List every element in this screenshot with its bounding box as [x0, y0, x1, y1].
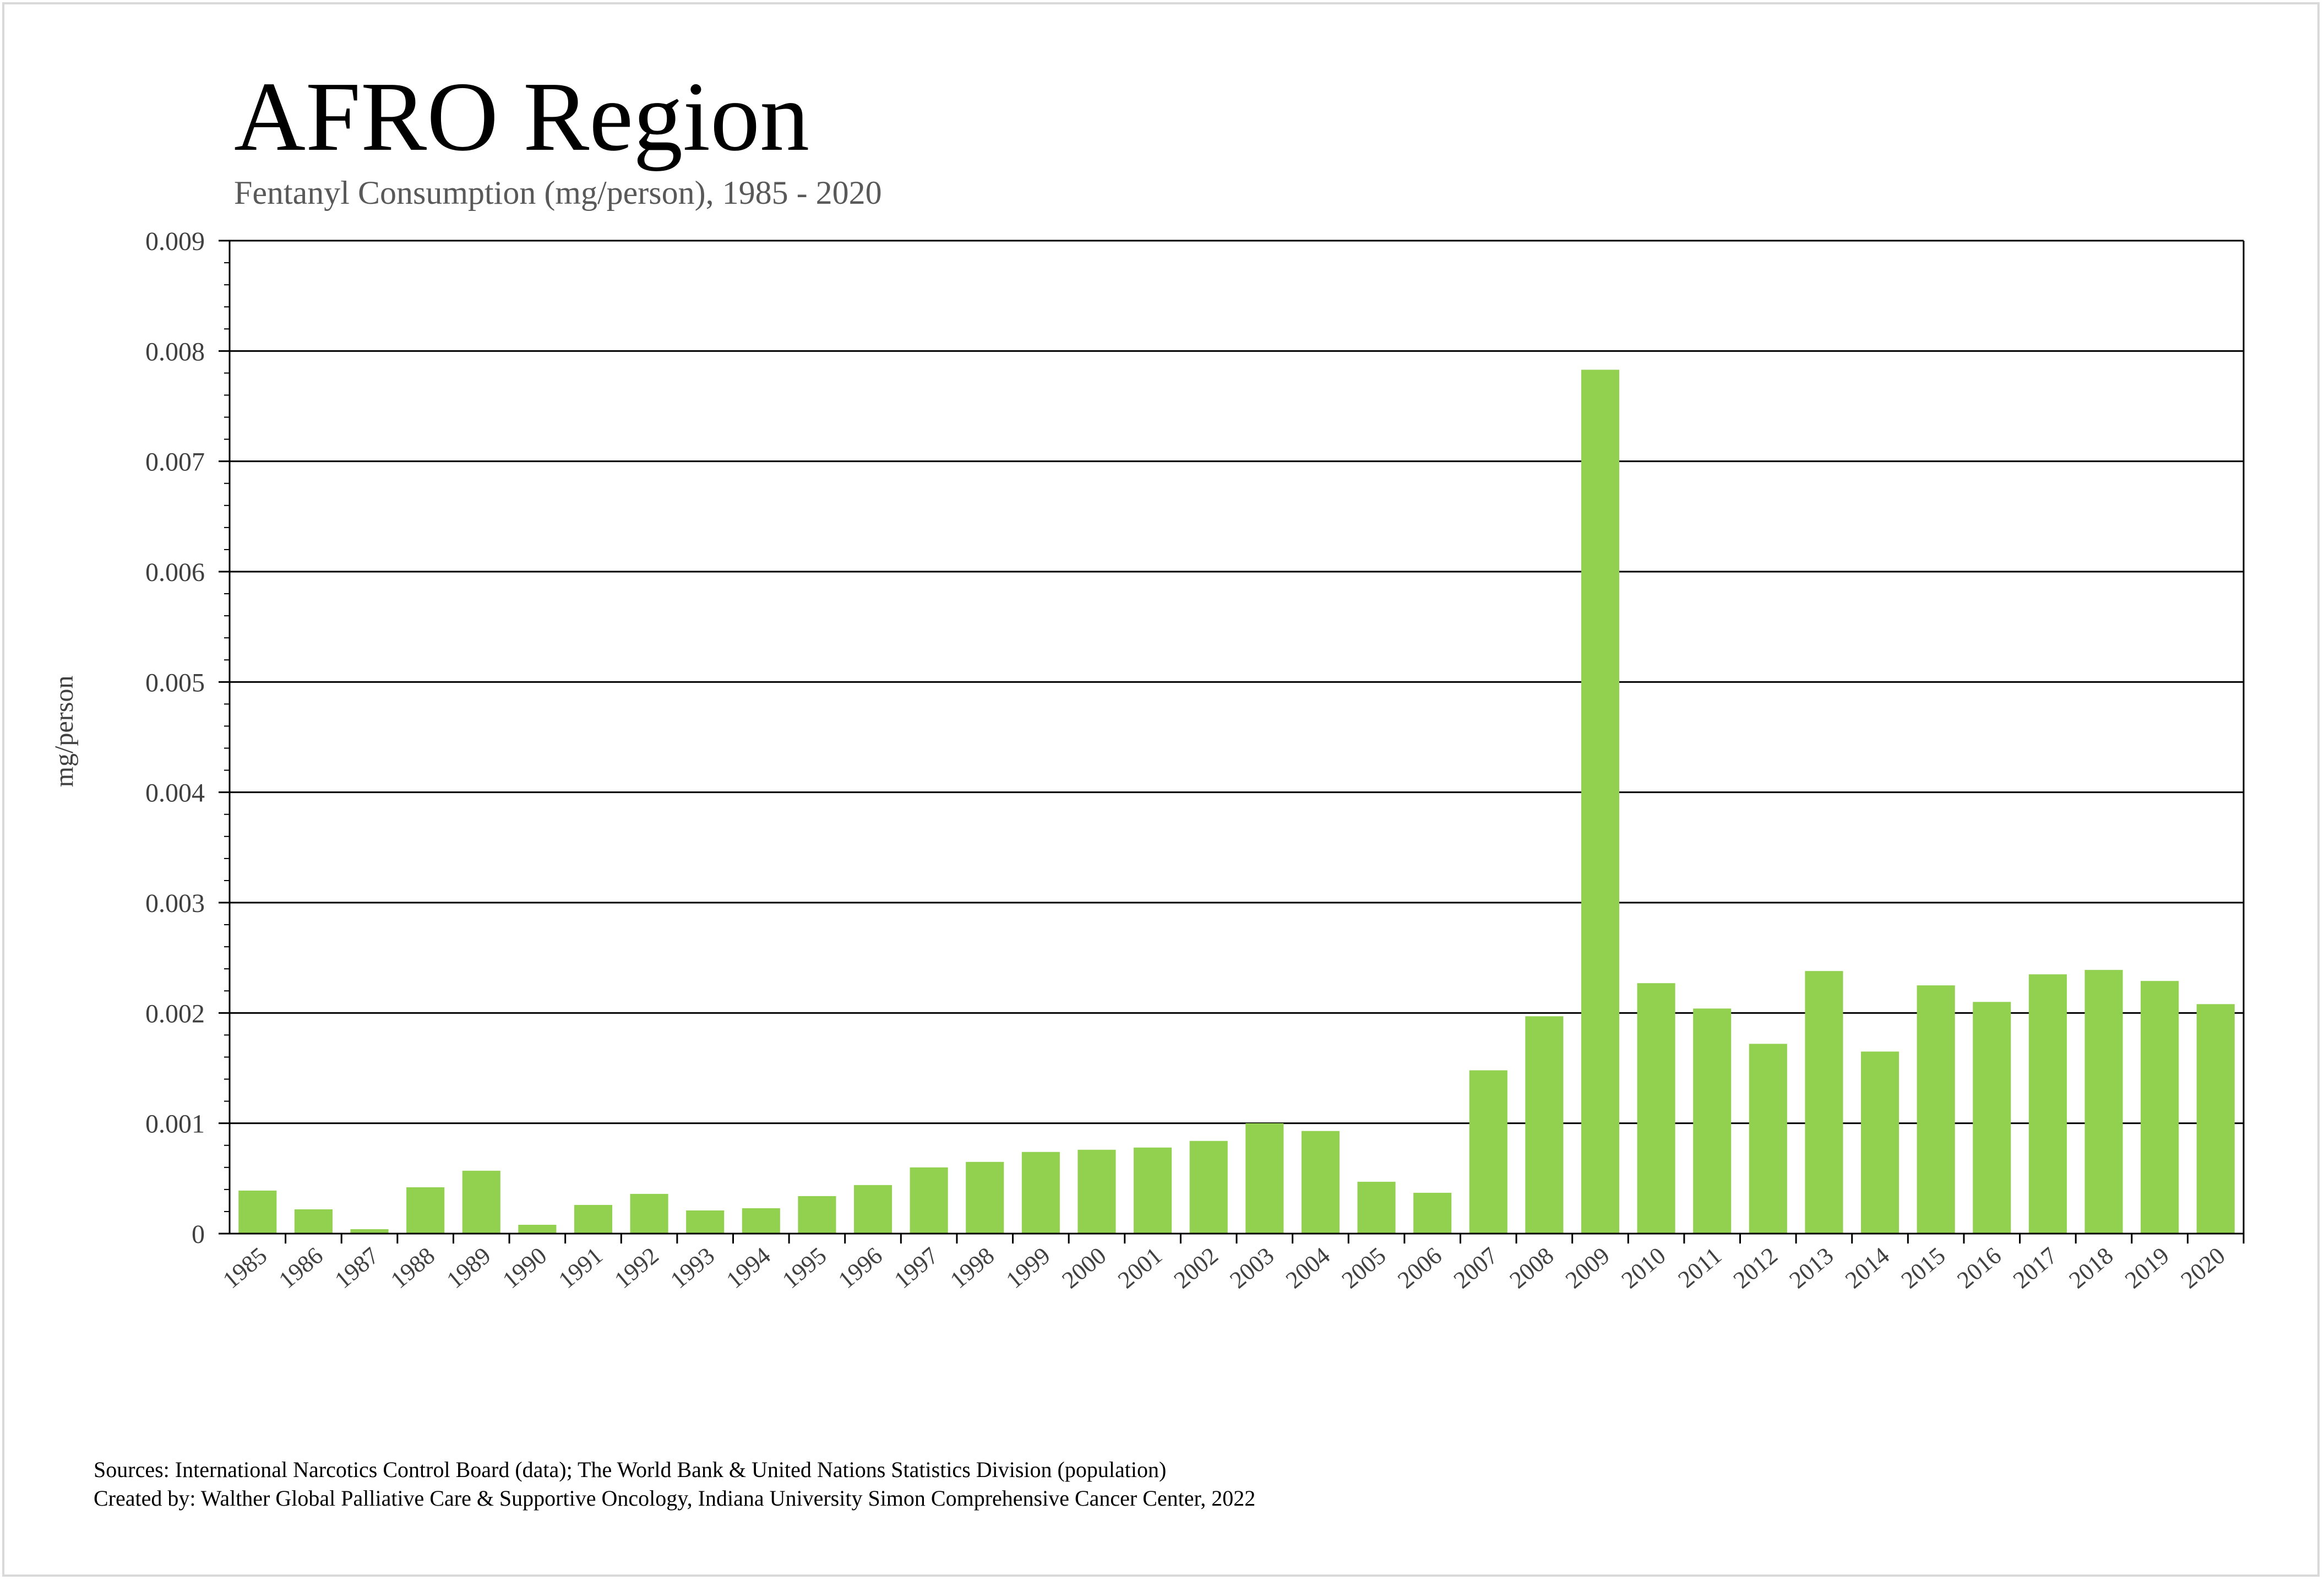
x-tick-label: 1996: [833, 1242, 888, 1294]
bar-1988: [406, 1187, 445, 1234]
x-tick-label: 2002: [1169, 1242, 1223, 1294]
bar-2007: [1469, 1070, 1507, 1234]
x-tick-label: 1994: [721, 1242, 776, 1294]
bar-1986: [294, 1209, 333, 1234]
y-tick-label: 0.001: [145, 1110, 205, 1139]
y-tick-label: 0.004: [145, 779, 205, 808]
gridlines: [230, 240, 2244, 1125]
chart-title: AFRO Region: [234, 62, 809, 171]
bar-2008: [1525, 1016, 1564, 1234]
x-tick-label: 1992: [609, 1242, 664, 1294]
bar-2013: [1805, 971, 1843, 1234]
bar-2015: [1917, 985, 1955, 1234]
y-tick-label: 0.003: [145, 889, 205, 918]
y-tick-label: 0.007: [145, 448, 205, 477]
x-tick-label: 2011: [1673, 1242, 1727, 1293]
y-tick-label: 0.008: [145, 337, 205, 366]
x-tick-label: 1999: [1001, 1242, 1055, 1294]
x-tick-label: 2010: [1617, 1242, 1671, 1294]
x-tick-label: 1987: [330, 1242, 384, 1294]
x-tick-label: 2004: [1281, 1242, 1335, 1294]
bar-2016: [1973, 1002, 2011, 1234]
x-tick-label: 2020: [2176, 1242, 2230, 1294]
chart-subtitle: Fentanyl Consumption (mg/person), 1985 -…: [234, 175, 882, 211]
bars: [238, 370, 2235, 1234]
bar-1989: [462, 1170, 500, 1234]
y-tick-label: 0.005: [145, 668, 205, 697]
bar-1997: [910, 1167, 948, 1234]
y-tick-label: 0.002: [145, 999, 205, 1028]
x-tick-label: 1995: [777, 1242, 831, 1294]
x-tick-label: 2016: [1952, 1242, 2006, 1294]
bar-2009: [1581, 370, 1620, 1234]
y-tick-label: 0: [192, 1220, 205, 1249]
x-tick-label: 2019: [2120, 1242, 2174, 1294]
x-tick-label: 1990: [497, 1242, 552, 1294]
x-tick-label: 2012: [1728, 1242, 1783, 1294]
x-tick-label: 2005: [1337, 1242, 1391, 1294]
x-tick-label: 1988: [385, 1242, 440, 1294]
bar-2017: [2028, 974, 2067, 1234]
bar-1998: [966, 1161, 1004, 1234]
bar-2014: [1860, 1051, 1900, 1234]
bar-2010: [1637, 983, 1675, 1234]
bar-2018: [2084, 970, 2123, 1234]
bar-2001: [1134, 1147, 1172, 1234]
x-tick-label: 2017: [2008, 1242, 2062, 1294]
created-by-note: Created by: Walther Global Palliative Ca…: [94, 1486, 1255, 1511]
x-tick-label: 1989: [442, 1242, 496, 1294]
x-tick-label: 2003: [1224, 1242, 1279, 1294]
bar-2002: [1189, 1141, 1228, 1234]
x-tick-label: 1993: [665, 1242, 720, 1294]
y-axis-label: mg/person: [50, 676, 79, 788]
x-tick-labels: 1985 1986 1987 1988 1989 1990 1991 1992 1993 1994…: [217, 1242, 2230, 1294]
x-tick-label: 2009: [1560, 1242, 1615, 1294]
x-tick-label: 2015: [1896, 1242, 1951, 1294]
x-tick-label: 2007: [1449, 1242, 1503, 1294]
bar-1994: [742, 1208, 780, 1234]
x-tick-label: 2006: [1392, 1242, 1447, 1294]
bar-1996: [853, 1185, 892, 1234]
x-tick-label: 1986: [274, 1242, 328, 1294]
bar-1993: [686, 1210, 725, 1234]
bar-2003: [1245, 1123, 1284, 1234]
bar-2012: [1749, 1044, 1787, 1234]
x-tick-label: 2001: [1113, 1242, 1167, 1294]
x-tick-label: 2008: [1504, 1242, 1559, 1294]
bar-1990: [518, 1224, 557, 1234]
x-tick-label: 1998: [945, 1242, 999, 1294]
bar-1985: [238, 1190, 277, 1234]
x-tick-label: 1985: [217, 1242, 272, 1294]
bar-2019: [2141, 981, 2179, 1234]
bar-2004: [1301, 1131, 1340, 1234]
y-tick-label: 0.006: [145, 558, 205, 587]
bar-1999: [1021, 1152, 1060, 1234]
bar-1991: [574, 1204, 613, 1234]
x-tick-label: 1991: [553, 1242, 608, 1294]
axes: [219, 240, 2245, 1244]
bar-2020: [2196, 1004, 2235, 1234]
bar-2000: [1077, 1149, 1116, 1234]
y-tick-label: 0.009: [145, 227, 205, 256]
x-tick-label: 2013: [1784, 1242, 1838, 1294]
x-tick-label: 2000: [1057, 1242, 1111, 1294]
x-tick-label: 1997: [889, 1242, 944, 1294]
x-tick-label: 2018: [2064, 1242, 2118, 1294]
bar-1995: [798, 1196, 836, 1234]
sources-note: Sources: International Narcotics Control…: [94, 1457, 1166, 1482]
bar-2006: [1413, 1192, 1452, 1234]
x-tick-label: 2014: [1840, 1242, 1895, 1294]
bar-1987: [350, 1229, 389, 1234]
y-tick-labels: 0 0.001 0.002 0.003 0.004 0.005 0.006 0.007 0.00…: [145, 227, 205, 1249]
bar-2011: [1693, 1008, 1732, 1234]
bar-1992: [630, 1193, 668, 1234]
bar-2005: [1357, 1181, 1396, 1234]
